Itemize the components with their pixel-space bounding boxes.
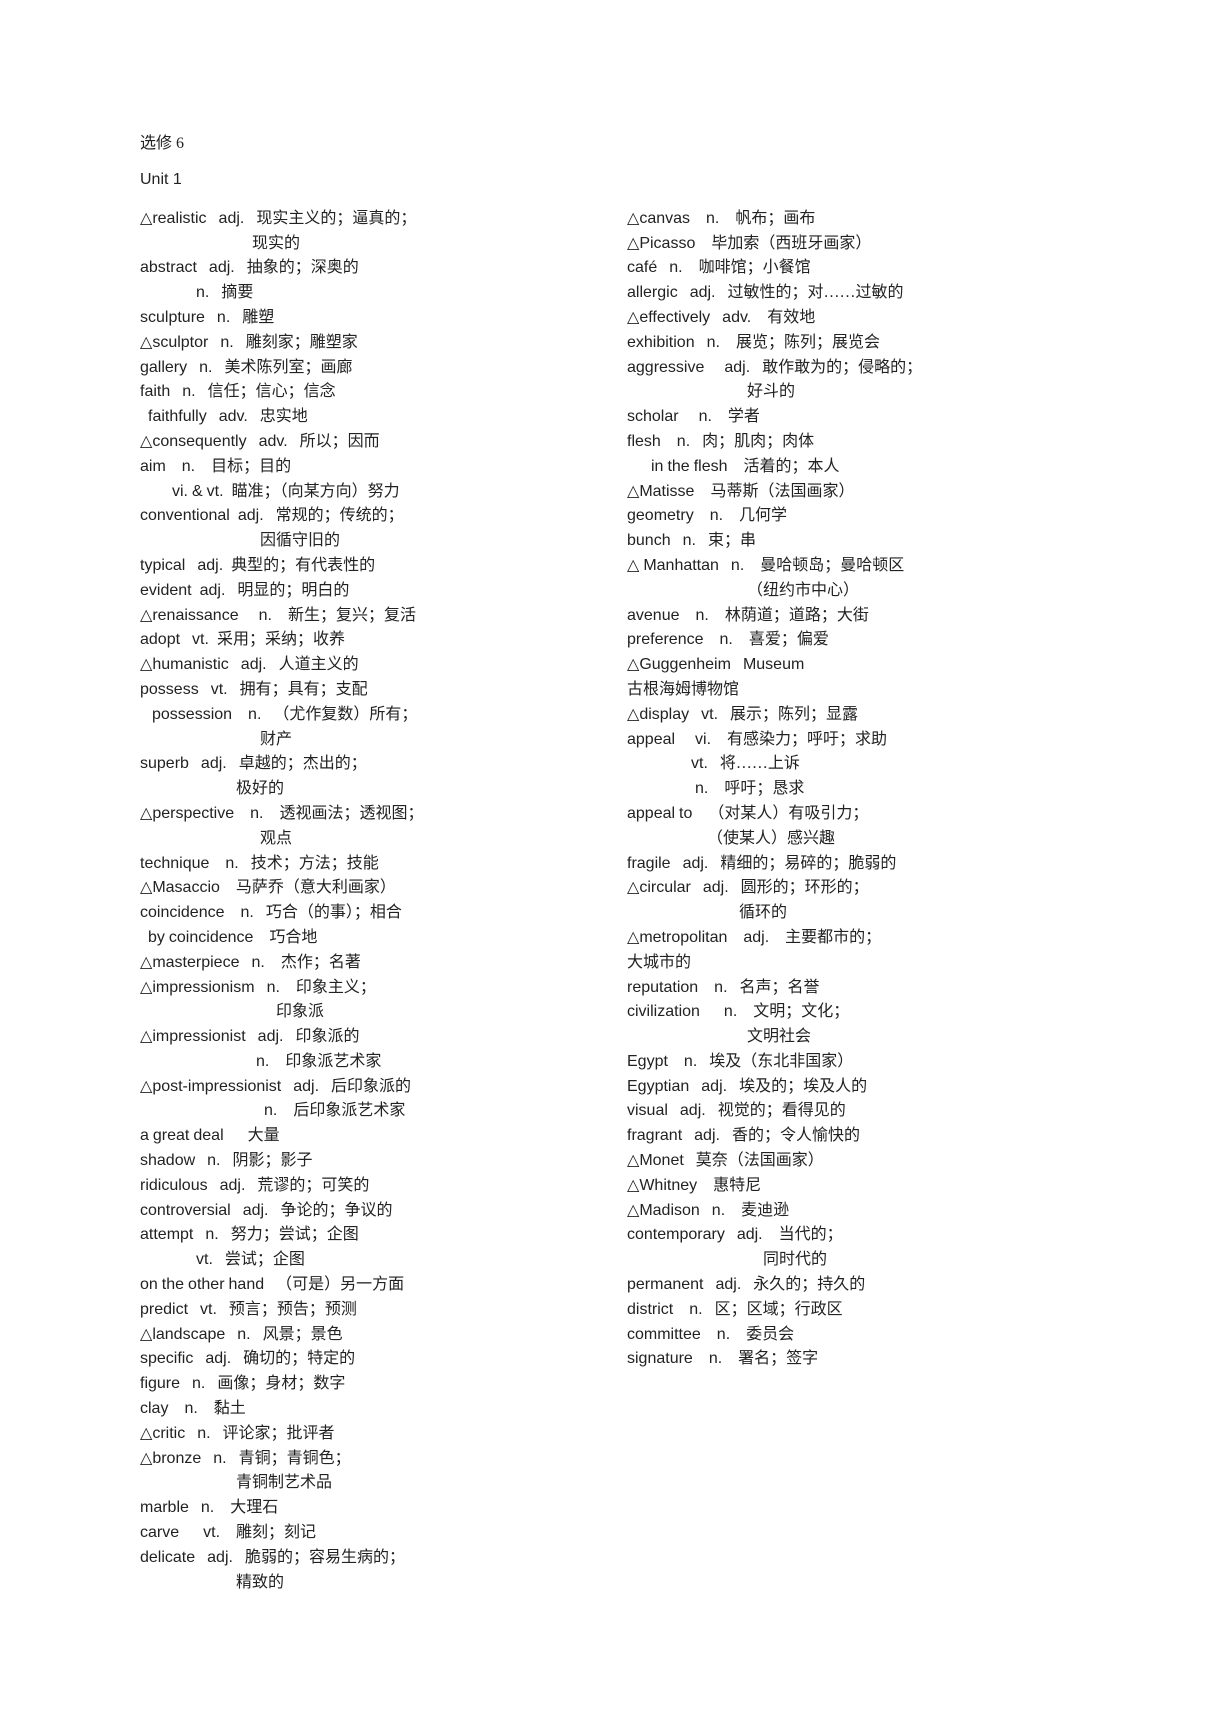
vocab-entry: △impressionist adj. 印象派的 n. 印象派艺术家 xyxy=(140,1025,587,1075)
vocab-entry: Egyptian adj. 埃及的；埃及人的 xyxy=(627,1075,1074,1100)
vocab-entry: gallery n. 美术陈列室；画廊 xyxy=(140,356,587,381)
vocab-entry: △post-impressionist adj. 后印象派的 n. 后印象派艺术… xyxy=(140,1075,587,1125)
vocab-entry: committee n. 委员会 xyxy=(627,1323,1074,1348)
vocab-entry: △sculptor n. 雕刻家；雕塑家 xyxy=(140,331,587,356)
vocab-entry: bunch n. 束；串 xyxy=(627,529,1074,554)
vocab-entry: attempt n. 努力；尝试；企图 vt. 尝试；企图 xyxy=(140,1223,587,1273)
vocab-entry: exhibition n. 展览；陈列；展览会 xyxy=(627,331,1074,356)
vocab-entry: café n. 咖啡馆；小餐馆 xyxy=(627,256,1074,281)
vocab-entry: in the flesh 活着的；本人 xyxy=(627,455,1074,480)
vocab-entry: △Monet 莫奈（法国画家） xyxy=(627,1149,1074,1174)
vocab-entry: △Masaccio 马萨乔（意大利画家） xyxy=(140,876,587,901)
vocab-entry: superb adj. 卓越的；杰出的； 极好的 xyxy=(140,752,587,802)
vocab-entry: △humanistic adj. 人道主义的 xyxy=(140,653,587,678)
vocab-entry: carve vt. 雕刻；刻记 xyxy=(140,1521,587,1546)
vocab-entry: delicate adj. 脆弱的；容易生病的； 精致的 xyxy=(140,1546,587,1596)
vocab-entry: faithfully adv. 忠实地 xyxy=(140,405,587,430)
vocab-entry: △realistic adj. 现实主义的；逼真的； 现实的 xyxy=(140,207,587,257)
vocab-entry: preference n. 喜爱；偏爱 xyxy=(627,628,1074,653)
vocab-entry: allergic adj. 过敏性的；对……过敏的 xyxy=(627,281,1074,306)
vocab-entry: figure n. 画像；身材；数字 xyxy=(140,1372,587,1397)
vocab-entry: geometry n. 几何学 xyxy=(627,504,1074,529)
vocab-entry: △impressionism n. 印象主义； 印象派 xyxy=(140,976,587,1026)
vocab-entry: △circular adj. 圆形的；环形的； 循环的 xyxy=(627,876,1074,926)
vocab-entry: sculpture n. 雕塑 xyxy=(140,306,587,331)
vocab-entry: clay n. 黏土 xyxy=(140,1397,587,1422)
vocab-entry: coincidence n. 巧合（的事）；相合 xyxy=(140,901,587,926)
vocab-entry: a great deal 大量 xyxy=(140,1124,587,1149)
vocab-entry: possess vt. 拥有；具有；支配 xyxy=(140,678,587,703)
unit-title: Unit 1 xyxy=(140,171,1074,189)
vocab-entry: district n. 区；区域；行政区 xyxy=(627,1298,1074,1323)
vocab-entry: appeal vi. 有感染力；呼吁；求助 vt. 将……上诉 n. 呼吁；恳求 xyxy=(627,728,1074,802)
vocab-entry: △critic n. 评论家；批评者 xyxy=(140,1422,587,1447)
vocab-entry: reputation n. 名声；名誉 xyxy=(627,976,1074,1001)
vocab-entry: typical adj. 典型的；有代表性的 xyxy=(140,554,587,579)
vocab-entry: Egypt n. 埃及（东北非国家） xyxy=(627,1050,1074,1075)
vocab-entry: specific adj. 确切的；特定的 xyxy=(140,1347,587,1372)
vocab-entry: avenue n. 林荫道；道路；大街 xyxy=(627,604,1074,629)
vocab-entry: visual adj. 视觉的；看得见的 xyxy=(627,1099,1074,1124)
vocab-entry: △canvas n. 帆布；画布 xyxy=(627,207,1074,232)
vocab-entry: faith n. 信任；信心；信念 xyxy=(140,380,587,405)
vocab-entry: flesh n. 肉；肌肉；肉体 xyxy=(627,430,1074,455)
vocab-entry: △landscape n. 风景；景色 xyxy=(140,1323,587,1348)
right-column: △canvas n. 帆布；画布△Picasso 毕加索（西班牙画家）café … xyxy=(627,207,1074,1596)
vocab-entry: scholar n. 学者 xyxy=(627,405,1074,430)
vocab-entry: shadow n. 阴影；影子 xyxy=(140,1149,587,1174)
vocab-entry: △Matisse 马蒂斯（法国画家） xyxy=(627,480,1074,505)
vocab-entry: conventional adj. 常规的；传统的； 因循守旧的 xyxy=(140,504,587,554)
vocab-entry: △metropolitan adj. 主要都市的；大城市的 xyxy=(627,926,1074,976)
vocab-entry: signature n. 署名；签字 xyxy=(627,1347,1074,1372)
vocab-entry: △consequently adv. 所以；因而 xyxy=(140,430,587,455)
vocab-entry: △masterpiece n. 杰作；名著 xyxy=(140,951,587,976)
vocab-entry: △Madison n. 麦迪逊 xyxy=(627,1199,1074,1224)
vocab-entry: marble n. 大理石 xyxy=(140,1496,587,1521)
vocab-entry: technique n. 技术；方法；技能 xyxy=(140,852,587,877)
book-number: 选修 6 xyxy=(140,130,1074,159)
vocab-entry: aggressive adj. 敢作敢为的；侵略的； 好斗的 xyxy=(627,356,1074,406)
vocab-entry: civilization n. 文明；文化； 文明社会 xyxy=(627,1000,1074,1050)
vocab-entry: △display vt. 展示；陈列；显露 xyxy=(627,703,1074,728)
vocab-entry: △ Manhattan n. 曼哈顿岛；曼哈顿区 （纽约市中心） xyxy=(627,554,1074,604)
vocab-entry: △Picasso 毕加索（西班牙画家） xyxy=(627,232,1074,257)
vocab-entry: abstract adj. 抽象的；深奥的 n. 摘要 xyxy=(140,256,587,306)
vocab-entry: ridiculous adj. 荒谬的；可笑的 xyxy=(140,1174,587,1199)
vocab-entry: △effectively adv. 有效地 xyxy=(627,306,1074,331)
vocab-entry: aim n. 目标；目的 vi. & vt. 瞄准；（向某方向）努力 xyxy=(140,455,587,505)
vocab-entry: controversial adj. 争论的；争议的 xyxy=(140,1199,587,1224)
vocab-entry: permanent adj. 永久的；持久的 xyxy=(627,1273,1074,1298)
vocab-entry: on the other hand （可是）另一方面 xyxy=(140,1273,587,1298)
vocab-entry: evident adj. 明显的；明白的 xyxy=(140,579,587,604)
vocab-entry: △Whitney 惠特尼 xyxy=(627,1174,1074,1199)
vocab-entry: fragrant adj. 香的；令人愉快的 xyxy=(627,1124,1074,1149)
vocabulary-columns: △realistic adj. 现实主义的；逼真的； 现实的abstract a… xyxy=(140,207,1074,1596)
vocab-entry: fragile adj. 精细的；易碎的；脆弱的 xyxy=(627,852,1074,877)
vocab-entry: △Guggenheim Museum古根海姆博物馆 xyxy=(627,653,1074,703)
vocab-entry: △perspective n. 透视画法；透视图； 观点 xyxy=(140,802,587,852)
vocab-entry: △renaissance n. 新生；复兴；复活 xyxy=(140,604,587,629)
vocab-entry: contemporary adj. 当代的； 同时代的 xyxy=(627,1223,1074,1273)
vocab-entry: predict vt. 预言；预告；预测 xyxy=(140,1298,587,1323)
vocab-entry: by coincidence 巧合地 xyxy=(140,926,587,951)
vocab-entry: possession n. （尤作复数）所有； 财产 xyxy=(140,703,587,753)
left-column: △realistic adj. 现实主义的；逼真的； 现实的abstract a… xyxy=(140,207,587,1596)
vocab-entry: △bronze n. 青铜；青铜色； 青铜制艺术品 xyxy=(140,1447,587,1497)
vocab-entry: appeal to （对某人）有吸引力； （使某人）感兴趣 xyxy=(627,802,1074,852)
vocab-entry: adopt vt. 采用；采纳；收养 xyxy=(140,628,587,653)
